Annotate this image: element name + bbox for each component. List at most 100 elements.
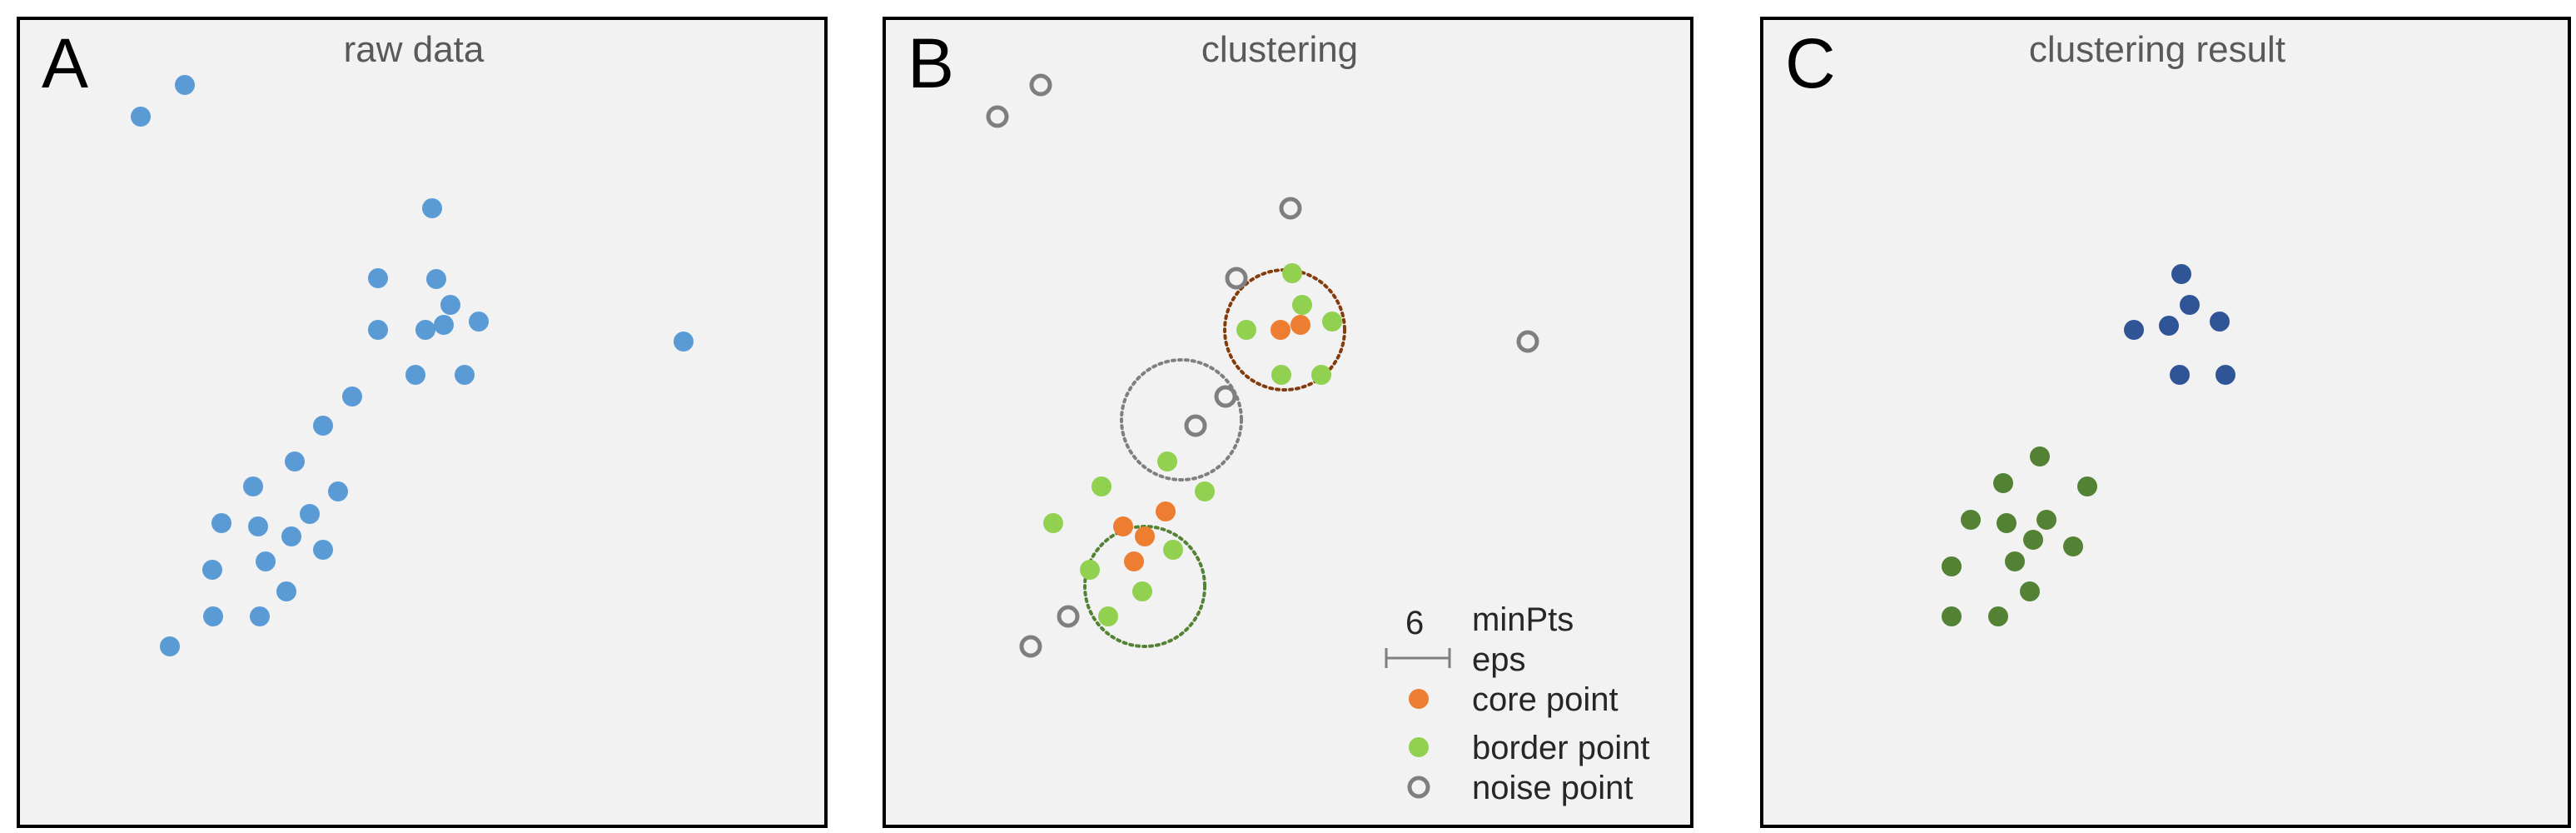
noise-point xyxy=(1225,267,1248,290)
raw-data-point xyxy=(203,606,223,626)
raw-data-point xyxy=(368,268,388,288)
raw-data-point xyxy=(276,581,296,601)
noise-point xyxy=(1279,197,1302,220)
cluster-2-point xyxy=(2036,510,2056,530)
raw-data-point xyxy=(313,416,333,436)
legend-noise-label: noise point xyxy=(1472,770,1634,806)
cluster-1-point xyxy=(2215,365,2235,385)
cluster-2-point xyxy=(2005,551,2025,571)
raw-data-point xyxy=(281,526,301,546)
panel-title: clustering xyxy=(1201,29,1359,70)
raw-data-point xyxy=(328,481,348,501)
noise-point xyxy=(1029,73,1052,97)
raw-data-point xyxy=(202,560,222,580)
core-point xyxy=(1113,516,1133,536)
raw-data-point xyxy=(175,75,195,95)
noise-point xyxy=(1516,330,1539,353)
cluster-1-point xyxy=(2210,312,2230,332)
legend-minpts-label: minPts xyxy=(1472,601,1574,638)
clustering-scatter xyxy=(986,73,1539,799)
border-point xyxy=(1163,540,1183,560)
legend-border-label: border point xyxy=(1472,730,1650,766)
cluster-2-point xyxy=(2020,581,2040,601)
cluster-2-point xyxy=(1997,513,2017,533)
core-point xyxy=(1156,501,1176,521)
legend-minpts-value: 6 xyxy=(1405,605,1425,641)
raw-data-point xyxy=(256,551,276,571)
raw-data-point xyxy=(313,540,333,560)
raw-data-point xyxy=(160,636,180,656)
border-point xyxy=(1092,476,1111,496)
cluster-1-point xyxy=(2170,365,2190,385)
cluster-2-point xyxy=(2023,530,2043,550)
cluster-2-point xyxy=(1942,606,1962,626)
cluster-2-point xyxy=(1993,473,2013,493)
raw-data-point xyxy=(248,516,268,536)
cluster-2-point xyxy=(1942,556,1962,576)
raw-data-point xyxy=(405,365,425,385)
border-point xyxy=(1236,320,1256,340)
cluster-1-point xyxy=(2159,316,2179,336)
noise-point xyxy=(986,105,1009,128)
noise-point xyxy=(1057,605,1080,628)
core-point xyxy=(1124,551,1144,571)
border-point xyxy=(1271,365,1291,385)
panel-raw-data: A raw data xyxy=(17,17,828,828)
raw-data-point xyxy=(368,320,388,340)
noise-point xyxy=(1019,635,1042,658)
raw-data-point xyxy=(422,198,442,218)
cluster-1-point xyxy=(2171,264,2191,284)
raw-data-point xyxy=(440,295,460,315)
raw-data-point xyxy=(426,269,446,289)
panel-clustering-result: C clustering result xyxy=(1760,17,2571,828)
panel-title: clustering result xyxy=(2028,29,2286,70)
raw-data-point xyxy=(415,320,435,340)
cluster-2-point xyxy=(1961,510,1981,530)
raw-data-point xyxy=(469,312,489,332)
raw-data-point xyxy=(243,476,263,496)
border-point xyxy=(1282,263,1302,283)
border-point xyxy=(1098,606,1118,626)
border-point xyxy=(1322,312,1342,332)
core-point xyxy=(1135,526,1155,546)
legend-border-icon xyxy=(1409,737,1429,757)
cluster-1-point xyxy=(2124,320,2144,340)
border-point xyxy=(1311,365,1331,385)
noise-point xyxy=(1214,385,1237,408)
legend-eps-label: eps xyxy=(1472,641,1526,678)
panel-letter: C xyxy=(1785,24,1836,102)
cluster-2-point xyxy=(2063,536,2083,556)
clustering-result-scatter xyxy=(1942,264,2235,626)
raw-data-point xyxy=(342,387,362,407)
legend-core-icon xyxy=(1409,689,1429,709)
border-point xyxy=(1292,295,1312,315)
legend-core-label: core point xyxy=(1472,681,1619,718)
raw-data-point xyxy=(211,513,231,533)
raw-data-point xyxy=(455,365,475,385)
border-point xyxy=(1080,560,1100,580)
noise-point xyxy=(1184,414,1207,437)
raw-data-point xyxy=(285,451,305,471)
raw-data-point xyxy=(434,315,454,335)
cluster-1-point xyxy=(2180,295,2200,315)
border-point xyxy=(1195,481,1215,501)
raw-data-point xyxy=(300,504,320,524)
cluster-2-point xyxy=(2077,476,2097,496)
panel-letter: A xyxy=(42,24,89,102)
eps-circle-noise xyxy=(1120,358,1243,481)
core-point xyxy=(1271,320,1290,340)
raw-data-point xyxy=(674,332,694,352)
panel-title: raw data xyxy=(343,29,485,70)
legend-noise-icon xyxy=(1407,776,1430,799)
panel-clustering: B clustering 6 minPts eps core point bor… xyxy=(883,17,1693,828)
border-point xyxy=(1132,581,1152,601)
raw-data-point xyxy=(250,606,270,626)
cluster-2-point xyxy=(1988,606,2008,626)
raw-data-scatter xyxy=(131,75,694,656)
panel-letter: B xyxy=(908,24,955,102)
border-point xyxy=(1157,451,1177,471)
raw-data-point xyxy=(131,107,151,127)
cluster-2-point xyxy=(2030,446,2050,466)
border-point xyxy=(1043,513,1063,533)
core-point xyxy=(1290,315,1310,335)
